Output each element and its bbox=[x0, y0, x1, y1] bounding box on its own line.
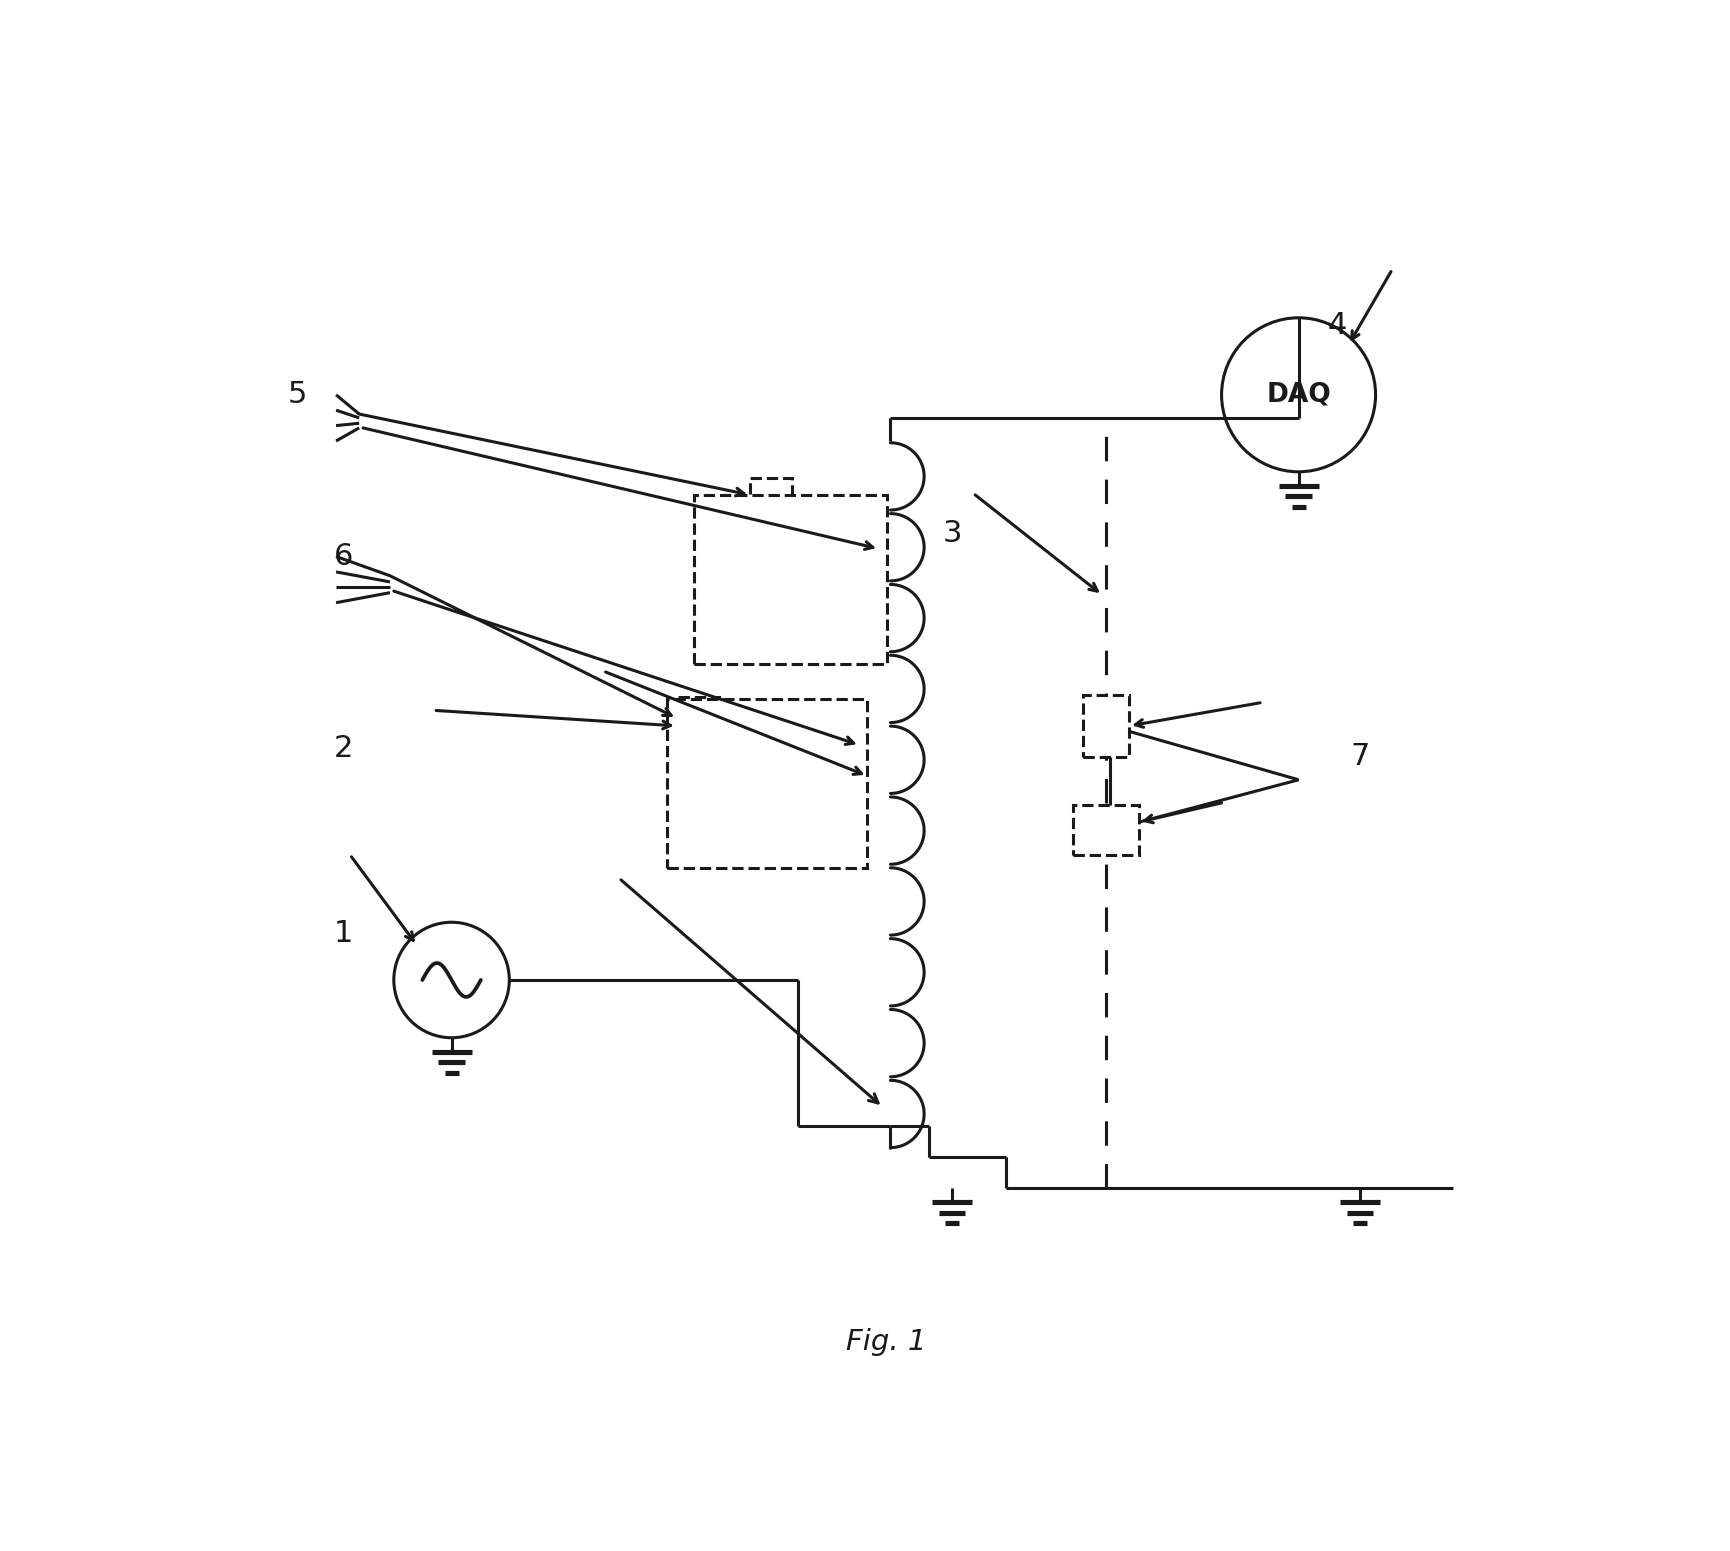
Text: Fig. 1: Fig. 1 bbox=[846, 1328, 927, 1356]
Bar bbox=[668, 700, 867, 869]
Bar bbox=[749, 478, 792, 535]
Bar bbox=[780, 504, 823, 548]
Text: 6: 6 bbox=[334, 541, 353, 571]
Text: 4: 4 bbox=[1327, 312, 1346, 340]
Bar bbox=[1083, 695, 1130, 757]
Text: DAQ: DAQ bbox=[1266, 382, 1330, 408]
Text: 3: 3 bbox=[943, 520, 962, 548]
Text: 7: 7 bbox=[1351, 743, 1370, 771]
Text: 1: 1 bbox=[334, 920, 353, 948]
Bar bbox=[1073, 805, 1138, 855]
Text: 5: 5 bbox=[287, 380, 308, 409]
Bar bbox=[694, 495, 887, 664]
Text: 2: 2 bbox=[334, 735, 353, 763]
Bar bbox=[676, 696, 720, 755]
